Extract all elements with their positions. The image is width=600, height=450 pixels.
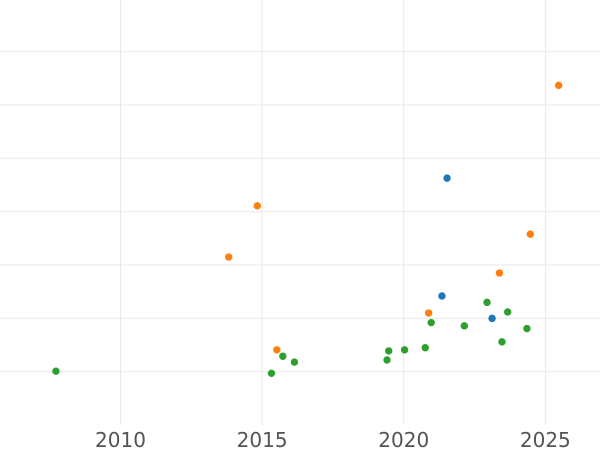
data-point-green [383, 356, 391, 364]
data-point-orange [554, 81, 563, 90]
data-point-orange [224, 253, 233, 261]
data-point-green [400, 346, 409, 354]
data-point-green [290, 358, 299, 366]
x-tick-label: 2020 [378, 428, 429, 450]
data-point-green [503, 308, 512, 316]
x-tick-label: 2010 [95, 428, 146, 450]
data-point-green [460, 322, 469, 330]
data-point-blue [438, 292, 446, 300]
data-point-blue [443, 174, 451, 182]
data-point-orange [253, 202, 262, 210]
data-point-orange [273, 346, 281, 354]
data-point-green [427, 318, 435, 327]
data-point-green [483, 298, 491, 307]
data-point-green [523, 324, 531, 333]
data-point-green [385, 347, 393, 355]
data-point-green [279, 352, 287, 360]
x-tick-label: 2015 [237, 428, 288, 450]
data-point-blue [488, 314, 496, 323]
data-point-green [421, 344, 429, 352]
data-point-green [52, 367, 60, 375]
data-point-green [498, 338, 506, 346]
x-tick-label: 2025 [520, 428, 571, 450]
data-point-orange [526, 230, 535, 238]
data-point-orange [495, 269, 504, 277]
data-point-orange [424, 309, 433, 317]
data-point-green [267, 369, 276, 378]
